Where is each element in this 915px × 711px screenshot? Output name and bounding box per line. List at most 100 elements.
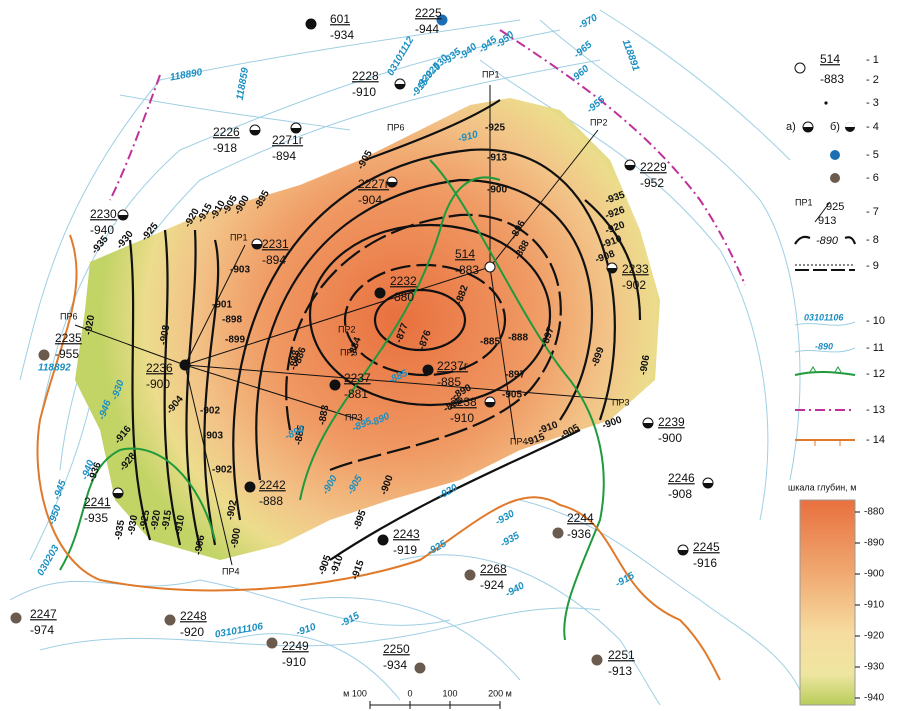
well-depth: -918	[213, 141, 237, 155]
isoline-id: 118890	[169, 67, 203, 84]
well-number: 2235	[55, 331, 82, 345]
well-number: 2231	[262, 237, 289, 251]
legend-isoline-id: 03101106	[804, 312, 844, 322]
faults	[36, 29, 746, 681]
well-number: 2251	[608, 648, 635, 662]
isoline-label: -950	[47, 503, 64, 526]
legend-well-number: 514	[820, 52, 840, 66]
well-number: 2238	[450, 395, 477, 409]
scale-label: 100	[442, 688, 457, 698]
legend-b: б)	[830, 121, 840, 133]
well	[422, 364, 434, 376]
well-depth: -944	[415, 22, 439, 36]
well	[607, 268, 617, 273]
profile-label: ПР2	[338, 324, 355, 334]
well	[244, 481, 256, 493]
contour-label: -899	[225, 335, 245, 346]
well	[179, 359, 191, 371]
well	[625, 165, 635, 170]
well-number: 2237г	[437, 359, 469, 373]
well	[377, 534, 389, 546]
profile-label: ПР3	[345, 412, 362, 422]
well-number: 2247	[30, 607, 57, 621]
well	[250, 130, 260, 135]
well-number: 2244	[567, 511, 594, 525]
well-depth: -880	[390, 290, 414, 304]
well-depth: -936	[567, 527, 591, 541]
well	[266, 637, 278, 649]
well	[374, 287, 386, 299]
contour-label: -902	[225, 499, 239, 521]
well-number: 2239	[658, 415, 685, 429]
contour-label: -910	[173, 514, 187, 536]
well-number: 2233	[622, 262, 649, 276]
well	[678, 550, 688, 555]
well-number: 514	[455, 247, 475, 261]
profile-label: ПР4	[222, 566, 239, 576]
well	[703, 483, 713, 488]
contour-label: -902	[200, 406, 220, 417]
depth-scale-label: -880	[864, 507, 884, 518]
contour-label: -903	[230, 265, 250, 276]
legend-contour: -890	[816, 235, 839, 247]
well	[436, 14, 448, 26]
well	[484, 261, 496, 273]
well-number: 2227г	[358, 177, 390, 191]
well	[113, 493, 123, 498]
well	[591, 654, 603, 666]
legend-number: - 8	[866, 234, 879, 246]
depth-scale-label: -940	[864, 693, 884, 704]
legend-number: - 7	[866, 206, 879, 218]
well	[552, 527, 564, 539]
depth-scale-label: -930	[864, 662, 884, 673]
well-depth: -910	[450, 411, 474, 425]
well-depth: -910	[282, 655, 306, 669]
legend-profile-top: 925	[826, 201, 844, 213]
legend-profile-bottom: 913	[818, 215, 836, 227]
well-depth: -894	[272, 149, 296, 163]
contour-label: -935	[113, 519, 127, 541]
profile-label: ПР6	[60, 311, 77, 321]
well-depth: -900	[146, 377, 170, 391]
contour-label: -888	[288, 349, 302, 371]
well-number: 2237	[344, 371, 371, 385]
well	[464, 569, 476, 581]
well-number: 2232	[390, 274, 417, 288]
scale-label: м 100	[343, 688, 367, 698]
well	[395, 84, 405, 89]
legend-number: - 13	[866, 404, 885, 416]
well-depth: -902	[622, 278, 646, 292]
well-number: 2225	[415, 6, 442, 20]
isoline-label: -930	[494, 508, 517, 528]
well-number: 2229	[640, 160, 667, 174]
isoline-label: -945	[52, 478, 69, 501]
well-number: 2246	[668, 471, 695, 485]
contour-label: -900	[229, 527, 243, 549]
contour-label: -915	[160, 509, 174, 531]
well-depth: -904	[358, 193, 382, 207]
well-depth: -920	[180, 625, 204, 639]
legend-a: а)	[786, 121, 796, 133]
isoline-id: 118891	[620, 38, 642, 73]
isoline-label: -950	[494, 29, 517, 51]
legend-number: - 14	[866, 434, 885, 446]
well	[387, 182, 397, 187]
well-number: 2230	[90, 207, 117, 221]
well-depth: -910	[352, 85, 376, 99]
legend-number: - 3	[866, 97, 879, 109]
well-number: 2236	[146, 361, 173, 375]
well	[485, 402, 495, 407]
legend-number: - 1	[866, 54, 879, 66]
legend-number: - 4	[866, 121, 879, 133]
well-number: 2226	[213, 125, 240, 139]
well-depth: -934	[383, 658, 407, 672]
well-depth: -955	[55, 347, 79, 361]
well-depth: -881	[344, 387, 368, 401]
contour-label: -883	[317, 404, 331, 426]
contour-label: -905	[502, 390, 522, 401]
well-depth: -885	[437, 375, 461, 389]
isoline-id: 118892	[38, 363, 71, 374]
legend-well-depth: -883	[820, 72, 844, 86]
isoline-id: 118859	[235, 67, 252, 101]
legend-isoline-value: -890	[815, 341, 833, 351]
